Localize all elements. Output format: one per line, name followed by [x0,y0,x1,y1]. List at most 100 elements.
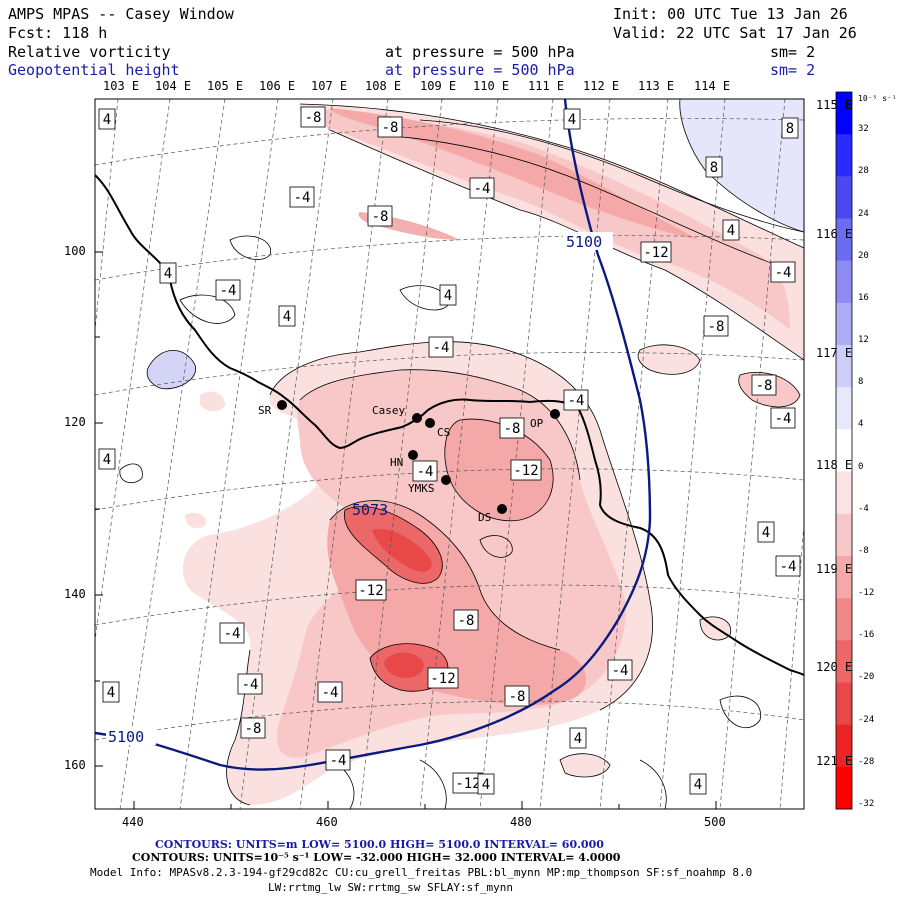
station-dot-op[interactable] [550,409,560,419]
stations [277,400,560,514]
colorbar-label: -16 [858,630,875,641]
height-labels: 5100 5100 5073 [106,232,613,746]
valid-time: Valid: 22 UTC Sat 17 Jan 26 [613,24,857,42]
contour-label-box [377,116,403,138]
contour-label-box [751,374,777,396]
contour-label: 4 [727,223,735,239]
colorbar-frame [835,91,853,810]
station-dot-ymks[interactable] [441,475,451,485]
contour-label: 4 [444,288,452,304]
colorbar-label: -24 [858,714,875,725]
station-label: YMKS [408,482,435,495]
colorbar-swatch [836,92,852,135]
contour-labels: -8-848-4-4-84-124-444-484-8-8-4-4-8-12-4… [98,106,801,795]
top-lon-label: 107 E [311,79,348,93]
station-dot-hn[interactable] [408,450,418,460]
colorbar-label: 20 [858,250,869,261]
map-frame [94,98,805,810]
colorbar-label: -12 [858,588,875,599]
colorbar-swatch [836,345,852,388]
station-dot-cs[interactable] [425,418,435,428]
footer-vorticity-contours: CONTOURS: UNITS=10⁻⁵ s⁻¹ LOW= -32.000 HI… [132,851,621,864]
contour-label-box [98,108,116,130]
colorbar-label: 12 [858,335,869,346]
contour-label-box [439,284,457,306]
right-lon-label: 119 E [816,562,853,576]
contour-label-box [278,305,296,327]
vorticity-shading [147,99,804,805]
contour-label-box [325,749,351,771]
top-lon-label: 110 E [473,79,510,93]
top-lon-label: 108 E [365,79,402,93]
contour-label-box [453,609,479,631]
top-lon-label: 114 E [694,79,731,93]
station-labels: SR Casey CS OP HN YMKS DS [258,404,544,524]
contour-label: -12 [513,463,538,479]
contour-label-box [102,681,120,703]
x-tick-label: 460 [316,815,338,829]
contour-label: -12 [643,245,668,261]
station-label: CS [437,426,450,439]
right-lon-label: 120 E [816,660,853,674]
colorbar-label: 4 [858,419,864,430]
contour-label: -8 [382,120,399,136]
colorbar-label: -28 [858,756,875,767]
vorticity-patch [638,344,700,375]
contour-label: -8 [305,110,322,126]
contour-label: -4 [330,753,347,769]
contour-label-box [300,106,326,128]
colorbar-swatch [836,471,852,515]
contour-label-box [428,336,454,358]
x-tick-label: 440 [122,815,144,829]
vorticity-core-north [372,529,432,572]
top-lon-label: 103 E [103,79,140,93]
top-lon-label: 105 E [207,79,244,93]
contour-label: -4 [242,677,259,693]
colorbar-label: -4 [858,503,869,514]
contour-label: 4 [103,112,111,128]
vorticity-patch [185,513,206,529]
contour-label-box [477,773,495,795]
contour-label: 4 [107,685,115,701]
contour-label: -12 [430,671,455,687]
contour-label-box [703,315,729,337]
top-lon-label: 104 E [155,79,192,93]
contour-label-box [607,659,633,681]
station-dot-sr[interactable] [277,400,287,410]
vorticity-band-north-inner [330,108,700,240]
contour-label: -4 [612,663,629,679]
colorbar-swatch [836,640,852,683]
top-lon-label: 109 E [420,79,457,93]
station-label: OP [530,417,544,430]
contour-label: -8 [458,613,475,629]
contour-label: 4 [482,777,490,793]
contour-label: -8 [708,319,725,335]
y-tick-label: 100 [64,244,86,258]
vorticity-patch [200,391,225,412]
contour-label: -4 [568,393,585,409]
colorbar-swatch [836,555,852,599]
right-lon-label: 116 E [816,227,853,241]
contour-label-box [722,219,740,241]
footer-model-info-2: LW:rrtmg_lw SW:rrtmg_sw SFLAY:sf_mynn [268,881,514,894]
vorticity-band-north-outer [298,104,804,360]
contour-label-box [215,279,241,301]
field2-level: at pressure = 500 hPa [385,61,575,79]
colorbar-label: -8 [858,545,869,556]
station-dot-casey[interactable] [412,413,422,423]
station-label: Casey [372,404,405,417]
contour-label-box [563,389,589,411]
contour-label-box [240,717,266,739]
colorbar-swatch [836,724,852,768]
contour-label: 4 [164,266,172,282]
contour-label-box [499,417,525,439]
x-tick-label: 480 [510,815,532,829]
field1-name: Relative vorticity [8,43,171,61]
contour-label-box [689,773,707,795]
contour-label: -8 [509,689,526,705]
colorbar-label: 16 [858,292,869,303]
station-dot-ds[interactable] [497,504,507,514]
top-lon-label: 111 E [528,79,565,93]
contour-label: -8 [504,421,521,437]
coastline [95,174,804,676]
